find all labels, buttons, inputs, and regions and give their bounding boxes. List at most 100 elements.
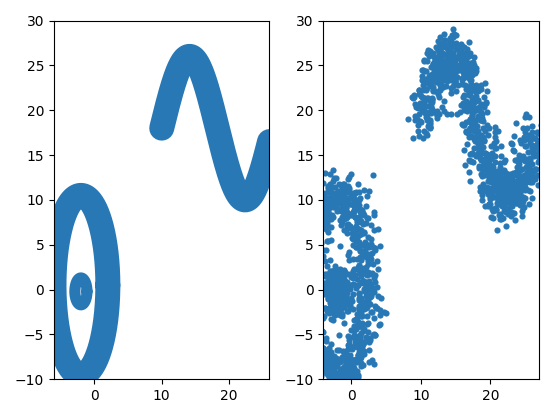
Point: [314, 336, 323, 343]
Point: [450, 78, 459, 85]
Point: [479, 93, 488, 100]
Point: [489, 178, 497, 185]
Point: [311, 265, 320, 272]
Point: [331, 294, 340, 301]
Point: [294, 268, 303, 275]
Point: [499, 184, 507, 190]
Point: [435, 82, 444, 89]
Point: [425, 121, 434, 127]
Point: [497, 195, 506, 201]
Point: [330, 275, 338, 282]
Point: [326, 288, 335, 294]
Point: [431, 61, 440, 68]
Point: [448, 63, 456, 70]
Point: [335, 280, 343, 287]
Point: [443, 45, 452, 52]
Point: [510, 180, 519, 186]
Point: [511, 187, 520, 194]
Point: [362, 280, 371, 286]
Point: [325, 364, 334, 371]
Point: [493, 200, 502, 206]
Point: [355, 349, 363, 355]
Point: [515, 167, 524, 173]
Point: [491, 207, 500, 214]
Point: [448, 50, 457, 56]
Point: [314, 311, 323, 318]
Point: [471, 152, 480, 159]
Point: [445, 63, 454, 69]
Point: [351, 316, 360, 322]
Point: [315, 334, 324, 340]
Point: [481, 172, 490, 178]
Point: [332, 290, 341, 296]
Point: [479, 134, 488, 141]
Point: [336, 366, 345, 372]
Point: [514, 156, 522, 163]
Point: [501, 197, 510, 204]
Point: [530, 151, 538, 158]
Point: [418, 73, 427, 80]
Point: [421, 102, 430, 109]
Point: [357, 344, 366, 350]
Point: [310, 321, 319, 328]
Point: [531, 166, 540, 172]
Point: [340, 364, 348, 370]
Point: [304, 333, 313, 340]
Point: [329, 174, 338, 181]
Point: [351, 339, 360, 345]
Point: [349, 195, 358, 201]
Point: [508, 199, 517, 205]
Point: [527, 135, 536, 142]
Point: [422, 116, 431, 123]
Point: [501, 223, 510, 230]
Point: [354, 318, 363, 325]
Point: [347, 295, 356, 302]
Point: [506, 180, 515, 187]
Point: [360, 339, 369, 345]
Point: [340, 290, 348, 297]
Point: [302, 235, 311, 242]
Point: [334, 289, 343, 296]
Point: [458, 58, 466, 64]
Point: [303, 329, 312, 336]
Point: [345, 173, 354, 180]
Point: [324, 369, 332, 376]
Point: [445, 44, 454, 51]
Point: [456, 58, 465, 64]
Point: [438, 84, 447, 90]
Point: [340, 296, 349, 303]
Point: [330, 276, 338, 283]
Point: [331, 303, 340, 310]
Point: [336, 280, 345, 287]
Point: [480, 136, 489, 143]
Point: [342, 364, 351, 371]
Point: [502, 173, 511, 180]
Point: [422, 77, 430, 84]
Point: [345, 257, 353, 263]
Point: [307, 301, 316, 307]
Point: [479, 156, 488, 163]
Point: [306, 314, 315, 321]
Point: [461, 129, 470, 135]
Point: [440, 108, 449, 115]
Point: [508, 181, 517, 188]
Point: [464, 102, 473, 109]
Point: [321, 355, 330, 362]
Point: [344, 221, 353, 227]
Point: [358, 249, 367, 255]
Point: [321, 335, 330, 342]
Point: [529, 168, 538, 175]
Point: [327, 212, 336, 219]
Point: [310, 292, 319, 299]
Point: [352, 224, 361, 230]
Point: [438, 50, 447, 56]
Point: [527, 133, 536, 140]
Point: [348, 281, 357, 288]
Point: [486, 154, 495, 161]
Point: [317, 247, 326, 254]
Point: [444, 64, 453, 71]
Point: [332, 296, 341, 303]
Point: [459, 107, 468, 113]
Point: [365, 244, 373, 251]
Point: [466, 64, 475, 70]
